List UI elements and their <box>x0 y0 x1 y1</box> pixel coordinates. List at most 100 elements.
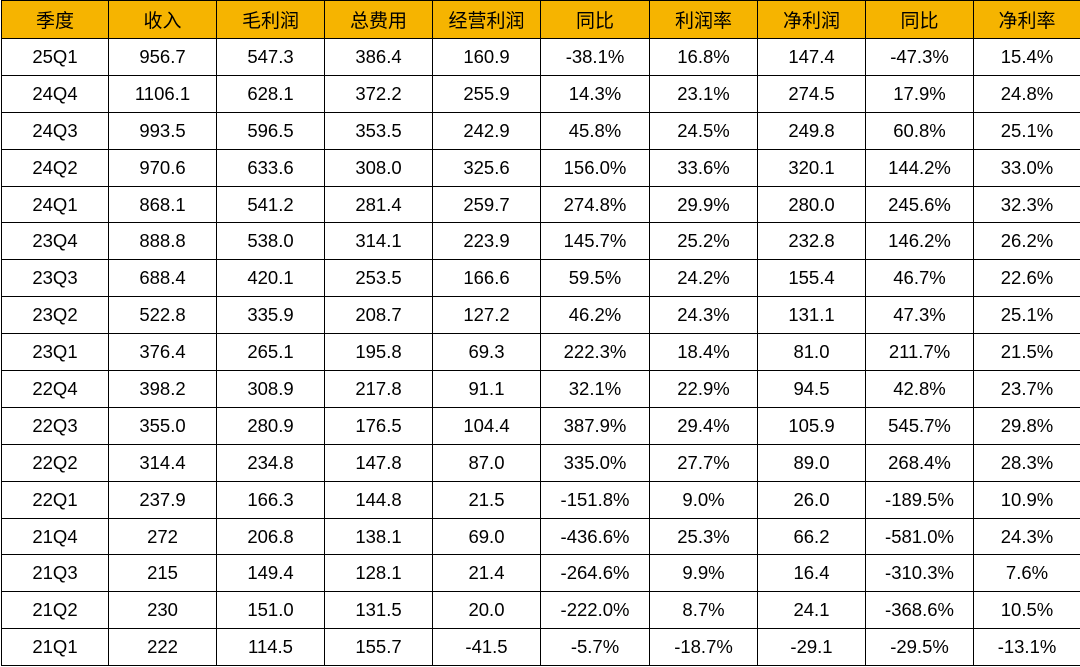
value-cell: 32.3% <box>973 185 1080 224</box>
value-cell: -29.1 <box>757 628 866 667</box>
value-cell: -436.6% <box>540 517 650 556</box>
value-cell: 28.3% <box>973 443 1080 482</box>
value-cell: 25.2% <box>649 222 758 261</box>
value-cell: 155.4 <box>757 259 866 298</box>
value-cell: 176.5 <box>324 406 433 445</box>
value-cell: 234.8 <box>216 443 325 482</box>
value-cell: 868.1 <box>108 185 217 224</box>
value-cell: 15.4% <box>973 38 1080 76</box>
value-cell: -310.3% <box>865 554 974 593</box>
quarter-cell: 23Q2 <box>1 296 109 335</box>
value-cell: 145.7% <box>540 222 650 261</box>
table-row: 23Q2 522.8 335.9 208.7 127.2 46.2% 24.3% 131.1 4… <box>1 296 1080 335</box>
value-cell: 320.1 <box>757 148 866 187</box>
value-cell: 21.4 <box>432 554 541 593</box>
value-cell: 24.2% <box>649 259 758 298</box>
value-cell: 29.9% <box>649 185 758 224</box>
value-cell: 280.9 <box>216 406 325 445</box>
value-cell: 993.5 <box>108 111 217 150</box>
value-cell: 24.3% <box>649 296 758 335</box>
value-cell: 398.2 <box>108 370 217 408</box>
value-cell: 24.1 <box>757 591 866 630</box>
value-cell: 268.4% <box>865 443 974 482</box>
value-cell: 16.8% <box>649 38 758 76</box>
value-cell: 147.4 <box>757 38 866 76</box>
value-cell: 265.1 <box>216 333 325 372</box>
value-cell: 195.8 <box>324 333 433 372</box>
column-header: 净利率 <box>973 0 1080 39</box>
value-cell: 26.2% <box>973 222 1080 261</box>
value-cell: 222.3% <box>540 333 650 372</box>
value-cell: 522.8 <box>108 296 217 335</box>
table-row: 21Q1 222 114.5 155.7 -41.5 -5.7% -18.7% -29.1 -2… <box>1 628 1080 667</box>
quarter-cell: 23Q4 <box>1 222 109 261</box>
value-cell: 325.6 <box>432 148 541 187</box>
value-cell: 22.6% <box>973 259 1080 298</box>
value-cell: 355.0 <box>108 406 217 445</box>
value-cell: 22.9% <box>649 370 758 408</box>
value-cell: 596.5 <box>216 111 325 150</box>
value-cell: 131.1 <box>757 296 866 335</box>
value-cell: 69.3 <box>432 333 541 372</box>
value-cell: 888.8 <box>108 222 217 261</box>
quarter-cell: 22Q4 <box>1 370 109 408</box>
value-cell: 237.9 <box>108 480 217 519</box>
column-header: 总费用 <box>324 0 433 39</box>
header-row: 季度 收入 毛利润 总费用 经营利润 同比 利润率 净利润 同比 净利率 <box>1 0 1080 39</box>
value-cell: 308.0 <box>324 148 433 187</box>
value-cell: 1106.1 <box>108 74 217 113</box>
value-cell: 89.0 <box>757 443 866 482</box>
value-cell: 66.2 <box>757 517 866 556</box>
value-cell: 46.7% <box>865 259 974 298</box>
value-cell: 138.1 <box>324 517 433 556</box>
value-cell: 87.0 <box>432 443 541 482</box>
value-cell: 206.8 <box>216 517 325 556</box>
value-cell: 166.3 <box>216 480 325 519</box>
quarter-cell: 21Q1 <box>1 628 109 667</box>
value-cell: 280.0 <box>757 185 866 224</box>
value-cell: 14.3% <box>540 74 650 113</box>
value-cell: 47.3% <box>865 296 974 335</box>
value-cell: 628.1 <box>216 74 325 113</box>
table-row: 22Q4 398.2 308.9 217.8 91.1 32.1% 22.9% 94.5 42.… <box>1 370 1080 408</box>
value-cell: -13.1% <box>973 628 1080 667</box>
value-cell: 105.9 <box>757 406 866 445</box>
quarter-cell: 21Q3 <box>1 554 109 593</box>
value-cell: 274.5 <box>757 74 866 113</box>
value-cell: 33.0% <box>973 148 1080 187</box>
value-cell: 155.7 <box>324 628 433 667</box>
quarter-cell: 25Q1 <box>1 38 109 76</box>
value-cell: 281.4 <box>324 185 433 224</box>
table-row: 22Q1 237.9 166.3 144.8 21.5 -151.8% 9.0% 26.0 -1… <box>1 480 1080 519</box>
value-cell: 29.8% <box>973 406 1080 445</box>
value-cell: 16.4 <box>757 554 866 593</box>
value-cell: -222.0% <box>540 591 650 630</box>
value-cell: 387.9% <box>540 406 650 445</box>
value-cell: 156.0% <box>540 148 650 187</box>
quarter-cell: 21Q2 <box>1 591 109 630</box>
value-cell: 33.6% <box>649 148 758 187</box>
value-cell: -151.8% <box>540 480 650 519</box>
value-cell: 9.9% <box>649 554 758 593</box>
table-row: 22Q3 355.0 280.9 176.5 104.4 387.9% 29.4% 105.9… <box>1 406 1080 445</box>
value-cell: 217.8 <box>324 370 433 408</box>
value-cell: 94.5 <box>757 370 866 408</box>
value-cell: 956.7 <box>108 38 217 76</box>
value-cell: 149.4 <box>216 554 325 593</box>
quarter-cell: 22Q3 <box>1 406 109 445</box>
table-row: 23Q3 688.4 420.1 253.5 166.6 59.5% 24.2% 155.4 4… <box>1 259 1080 298</box>
value-cell: 42.8% <box>865 370 974 408</box>
value-cell: 144.8 <box>324 480 433 519</box>
value-cell: 127.2 <box>432 296 541 335</box>
value-cell: 376.4 <box>108 333 217 372</box>
value-cell: 24.3% <box>973 517 1080 556</box>
value-cell: 26.0 <box>757 480 866 519</box>
value-cell: 223.9 <box>432 222 541 261</box>
value-cell: 272 <box>108 517 217 556</box>
value-cell: 353.5 <box>324 111 433 150</box>
value-cell: 21.5% <box>973 333 1080 372</box>
value-cell: 545.7% <box>865 406 974 445</box>
quarter-cell: 24Q4 <box>1 74 109 113</box>
column-header: 毛利润 <box>216 0 325 39</box>
